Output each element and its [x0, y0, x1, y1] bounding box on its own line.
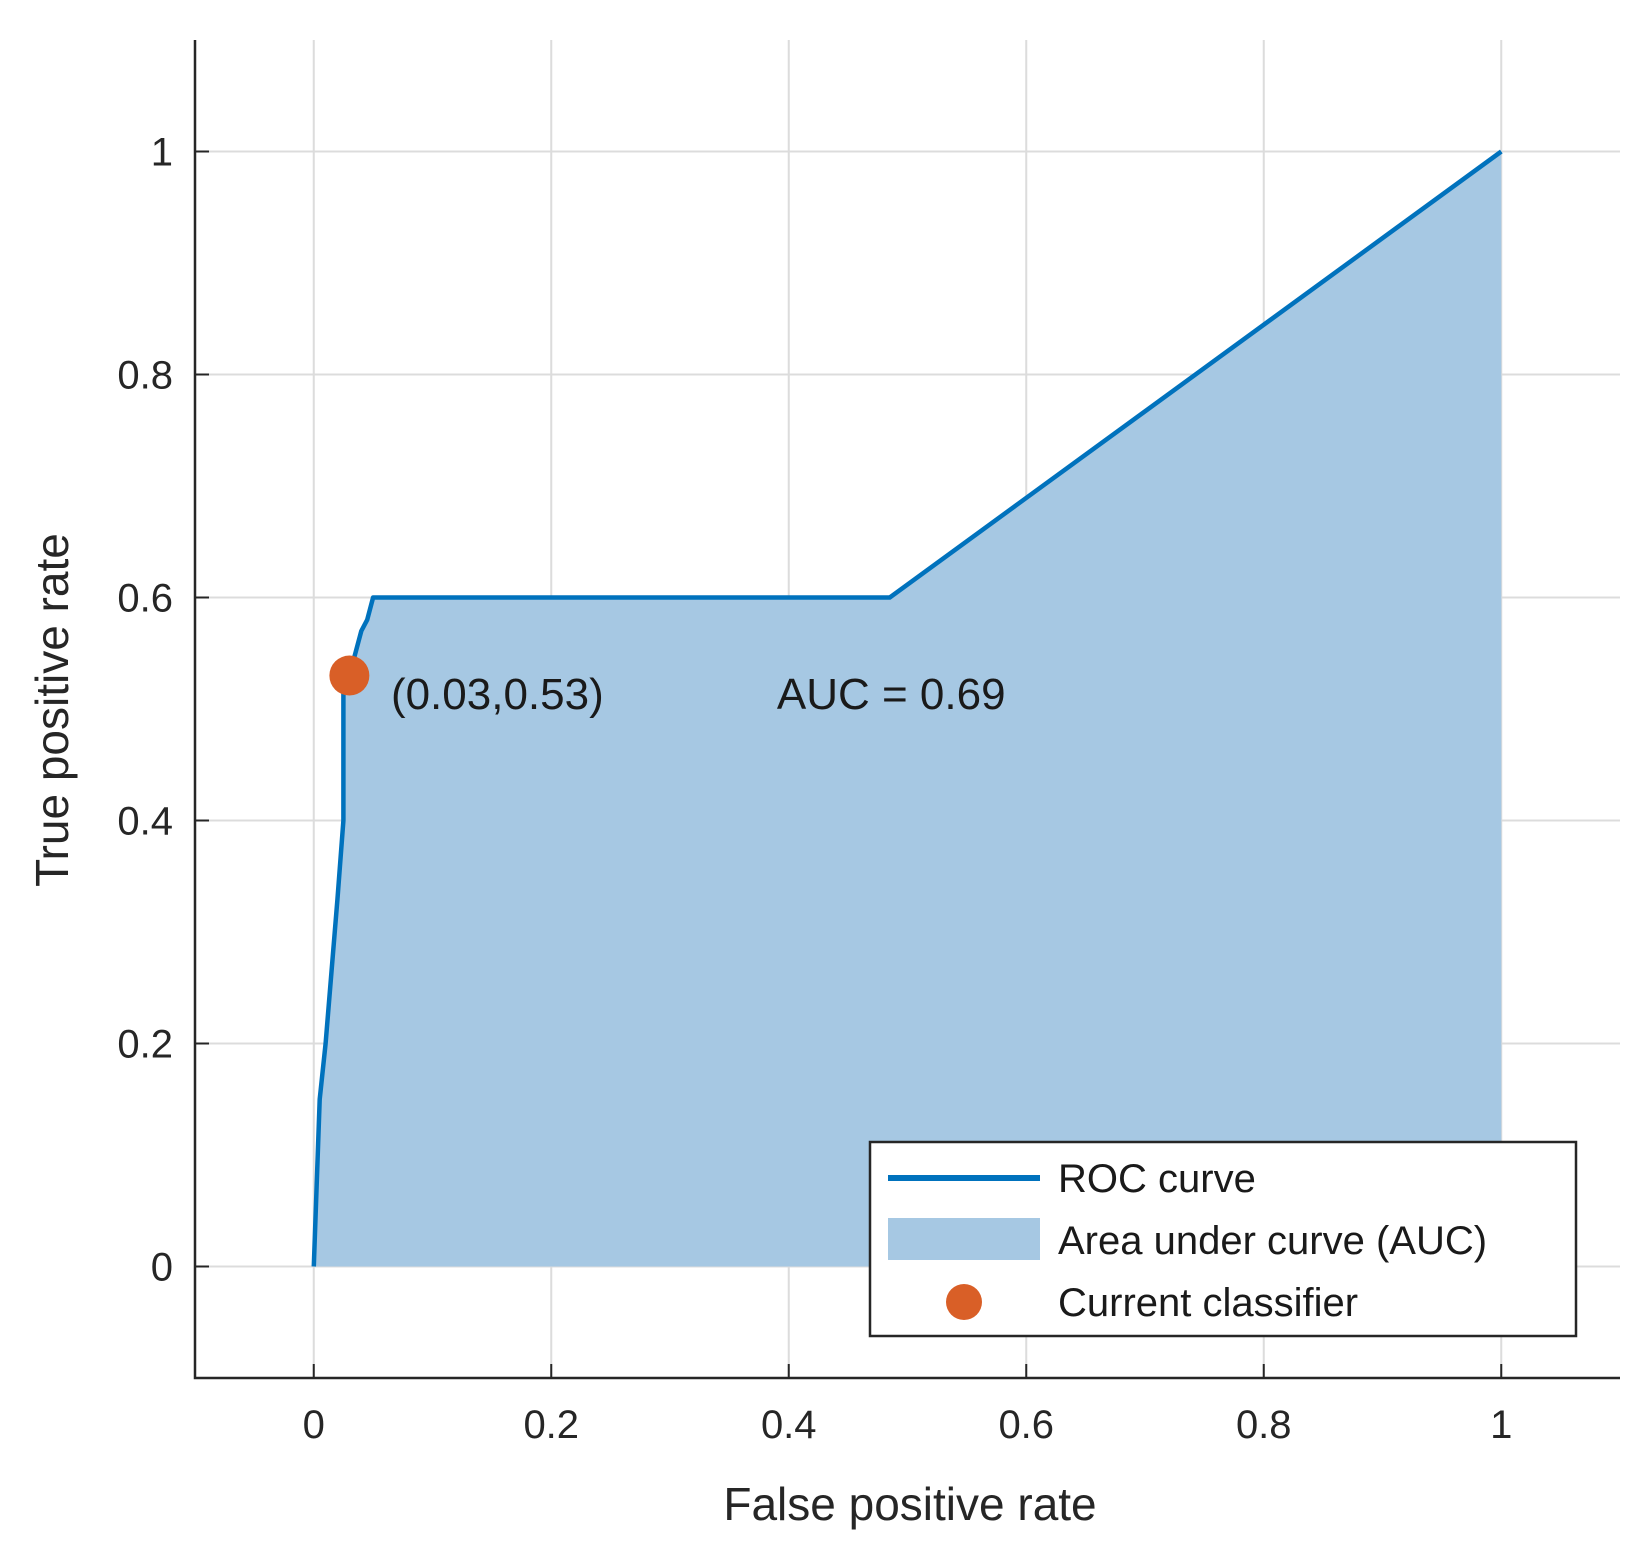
legend: ROC curve Area under curve (AUC) Current… [868, 1140, 1578, 1338]
tick-labels: 0 0.2 0.4 0.6 0.8 1 0 0.2 0.4 0.6 0.8 1 [117, 131, 1512, 1448]
x-tick-label-5: 1 [1490, 1403, 1512, 1447]
legend-swatch-auc [888, 1218, 1040, 1260]
current-classifier-point [329, 655, 370, 696]
axis-lines [193, 40, 1620, 1380]
y-tick-label-5: 1 [151, 131, 173, 175]
y-tick-label-4: 0.8 [117, 354, 173, 398]
x-tick-label-4: 0.8 [1236, 1403, 1292, 1447]
y-tick-label-3: 0.6 [117, 577, 173, 621]
legend-label-current-classifier: Current classifier [1058, 1281, 1358, 1325]
y-axis-label: True positive rate [26, 533, 78, 887]
legend-label-roc-curve: ROC curve [1058, 1157, 1256, 1201]
auc-value-annotation: AUC = 0.69 [777, 670, 1006, 719]
x-tick-label-2: 0.4 [761, 1403, 817, 1447]
y-tick-label-0: 0 [151, 1246, 173, 1290]
x-tick-label-1: 0.2 [523, 1403, 579, 1447]
legend-label-auc: Area under curve (AUC) [1058, 1219, 1487, 1263]
y-tick-label-2: 0.4 [117, 800, 173, 844]
classifier-point-annotation: (0.03,0.53) [391, 670, 604, 719]
x-tick-label-0: 0 [303, 1403, 325, 1447]
marker-group [329, 655, 370, 696]
legend-swatch-current-classifier [946, 1284, 982, 1320]
axes [193, 40, 1620, 1380]
x-axis-label: False positive rate [723, 1478, 1096, 1530]
x-tick-label-3: 0.6 [998, 1403, 1054, 1447]
auc-area [313, 151, 1502, 1267]
y-tick-label-1: 0.2 [117, 1023, 173, 1067]
